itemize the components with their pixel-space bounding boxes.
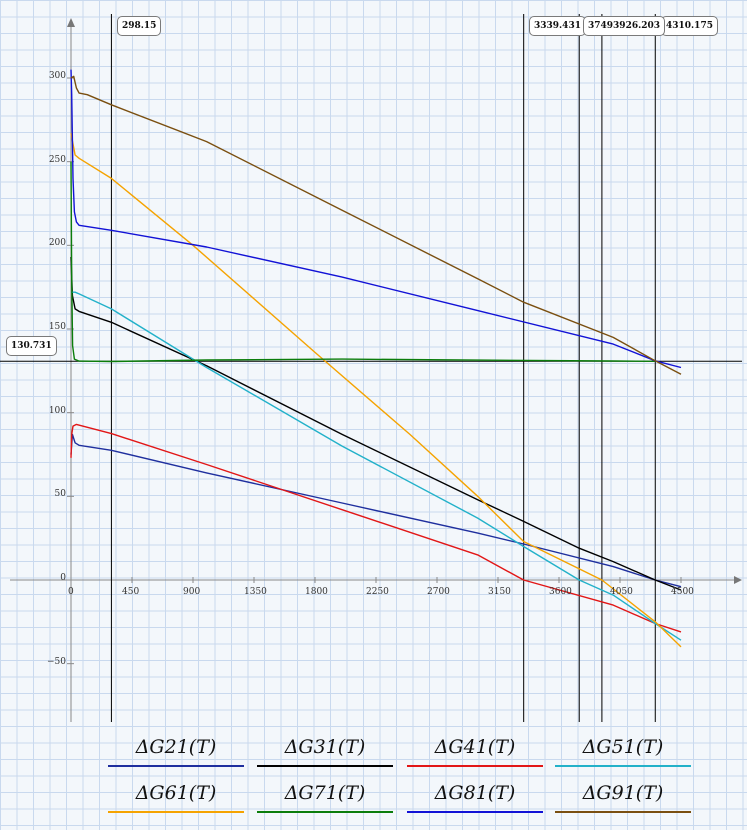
legend-item: ΔG61(T)	[108, 778, 244, 818]
legend-label: ΔG71(T)	[284, 782, 366, 804]
legend-item: ΔG41(T)	[407, 732, 543, 772]
legend-item: ΔG21(T)	[108, 732, 244, 772]
x-tick-label: 4500	[671, 587, 694, 597]
legend-item: ΔG51(T)	[555, 732, 691, 772]
x-axis-arrow	[734, 576, 742, 584]
y-tick-label: 0	[60, 573, 66, 583]
x-tick-label: 0	[68, 587, 74, 597]
y-tick-label: 250	[48, 154, 66, 165]
horizontal-marker-tag[interactable]: 130.731	[6, 336, 57, 357]
legend-label: ΔG91(T)	[582, 782, 664, 804]
y-tick-label: −50	[47, 656, 66, 667]
x-tick-label: 4050	[610, 587, 633, 597]
vertical-marker-tag-overlap[interactable]: 37493926.203	[583, 16, 666, 36]
series-line-7	[70, 69, 682, 369]
x-tick-label: 1350	[244, 587, 267, 597]
series-line-8	[70, 75, 682, 375]
x-tick-label: 2700	[427, 587, 450, 597]
legend-label: ΔG31(T)	[284, 736, 366, 758]
legend-swatch	[407, 765, 543, 767]
vertical-marker-tag[interactable]: 298.15	[117, 16, 162, 36]
legend-item: ΔG71(T)	[257, 778, 393, 818]
legend-swatch	[407, 811, 543, 813]
series-line-3	[70, 423, 682, 633]
legend-swatch	[555, 811, 691, 813]
vertical-marker-tag[interactable]: 3339.431	[529, 16, 586, 36]
legend-item: ΔG81(T)	[407, 778, 543, 818]
y-tick-label: 50	[54, 489, 66, 500]
axes	[10, 18, 742, 722]
series-line-2	[70, 256, 682, 591]
series-line-6	[70, 161, 656, 363]
legend-swatch	[108, 811, 244, 813]
y-tick-label: 300	[48, 71, 66, 81]
legend-label: ΔG21(T)	[135, 736, 217, 758]
marker-lines	[0, 14, 742, 722]
y-axis-arrow	[67, 18, 75, 27]
legend-label: ΔG81(T)	[434, 782, 516, 804]
legend-label: ΔG51(T)	[582, 736, 664, 758]
series-lines	[70, 69, 682, 648]
legend-item: ΔG91(T)	[555, 778, 691, 818]
y-tick-label: 150	[48, 322, 66, 332]
x-tick-label: 900	[183, 587, 201, 597]
series-line-1	[70, 433, 682, 588]
legend-item: ΔG31(T)	[257, 732, 393, 772]
legend-label: ΔG41(T)	[434, 736, 516, 758]
series-line-4	[71, 291, 682, 641]
legend-swatch	[108, 765, 244, 767]
x-tick-label: 3150	[488, 587, 511, 597]
legend-swatch	[555, 765, 691, 767]
legend-swatch	[257, 811, 393, 813]
x-tick-label: 2250	[366, 587, 389, 597]
x-tick-label: 3600	[549, 587, 572, 597]
y-tick-label: 100	[48, 405, 66, 416]
y-tick-label: 200	[48, 238, 66, 249]
vertical-marker-tag[interactable]: 4310.175	[661, 16, 718, 36]
x-tick-label: 1800	[305, 587, 328, 597]
legend-swatch	[257, 765, 393, 767]
series-line-5	[70, 133, 682, 648]
legend-label: ΔG61(T)	[135, 782, 217, 804]
x-tick-label: 450	[122, 587, 140, 597]
